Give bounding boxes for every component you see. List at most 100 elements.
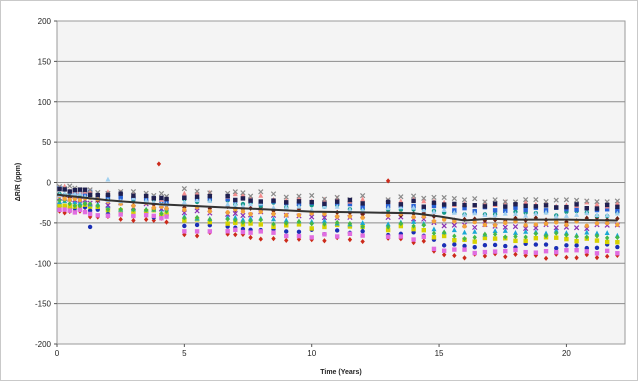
data-point: [322, 224, 327, 230]
data-point: [143, 216, 149, 223]
data-point: [441, 248, 447, 253]
data-point: [360, 220, 366, 226]
data-point: [87, 224, 93, 230]
data-point: [584, 249, 589, 254]
data-point: [553, 213, 559, 219]
data-point: [411, 226, 416, 232]
data-point: [594, 212, 600, 217]
data-point: [130, 189, 137, 195]
data-point: [334, 194, 340, 201]
y-tick-label: 150: [38, 57, 52, 66]
data-point: [411, 223, 416, 229]
data-point: [492, 231, 498, 237]
data-point: [594, 254, 600, 261]
data-point: [232, 189, 238, 195]
data-point: [604, 230, 610, 235]
data-point: [72, 203, 78, 209]
data-point: [398, 198, 404, 204]
data-point: [271, 235, 276, 242]
data-point: [574, 248, 579, 253]
data-point: [248, 234, 253, 241]
data-point: [421, 204, 426, 209]
data-point: [462, 235, 467, 242]
data-point: [67, 189, 72, 194]
data-point: [431, 208, 437, 214]
data-point: [398, 204, 404, 210]
data-point: [225, 201, 231, 207]
data-point: [182, 223, 187, 229]
x-tick-label: 15: [435, 349, 444, 358]
data-point: [584, 198, 590, 204]
data-point: [523, 249, 528, 255]
data-point: [523, 238, 528, 244]
data-point: [584, 199, 590, 205]
data-point: [164, 219, 169, 225]
data-point: [321, 203, 327, 209]
data-point: [492, 201, 498, 206]
data-point: [143, 193, 149, 199]
data-point: [411, 219, 417, 224]
data-point: [258, 192, 264, 198]
data-point: [118, 191, 123, 196]
data-point: [233, 227, 238, 233]
data-point: [594, 199, 600, 205]
data-point: [523, 223, 528, 228]
data-point: [385, 221, 391, 227]
data-point: [398, 202, 404, 207]
data-point: [248, 215, 254, 221]
data-point: [240, 192, 246, 198]
data-point: [431, 203, 437, 209]
data-point: [347, 237, 353, 243]
data-point: [502, 224, 508, 230]
data-point: [482, 222, 488, 228]
x-tick-label: 5: [182, 349, 187, 358]
data-point: [143, 197, 149, 203]
data-point: [492, 242, 498, 248]
data-point: [360, 215, 365, 220]
data-point: [614, 198, 620, 204]
data-point: [284, 233, 289, 239]
data-point: [164, 196, 169, 202]
y-tick-label: -200: [35, 340, 52, 349]
data-point: [492, 228, 498, 234]
data-point: [554, 230, 559, 236]
data-point: [533, 250, 539, 255]
axis-ticks: -200 -150 -100 -50 0 50 100 150 200 0 5 10 15 20: [35, 17, 571, 358]
data-point: [441, 207, 447, 212]
data-point: [533, 222, 539, 227]
data-point: [271, 224, 276, 230]
mean-trend: [56, 193, 618, 222]
data-point: [271, 230, 276, 235]
data-point: [398, 221, 404, 227]
data-point: [472, 244, 477, 250]
data-point: [67, 197, 72, 202]
data-point: [322, 201, 327, 207]
data-point: [533, 210, 539, 216]
x-tick-label: 10: [307, 349, 316, 358]
data-point: [543, 198, 549, 205]
data-point: [482, 253, 488, 259]
data-point: [296, 193, 302, 199]
data-point: [513, 202, 518, 207]
data-point: [360, 201, 365, 206]
data-point: [492, 212, 498, 218]
data-point: [594, 245, 600, 251]
data-point: [385, 199, 391, 205]
data-point: [296, 218, 302, 225]
data-point: [360, 204, 365, 209]
data-point: [452, 247, 457, 252]
data-point: [472, 196, 478, 202]
data-point: [240, 190, 246, 196]
data-point: [441, 223, 447, 229]
data-point: [492, 197, 498, 203]
data-point: [296, 199, 302, 204]
data-point: [284, 229, 289, 234]
data-point: [82, 209, 88, 215]
data-point: [284, 220, 289, 226]
data-point: [513, 205, 518, 210]
data-point: [143, 207, 149, 213]
data-point: [283, 194, 289, 200]
data-point: [452, 233, 457, 239]
data-point: [461, 197, 468, 203]
data-point: [503, 204, 508, 209]
